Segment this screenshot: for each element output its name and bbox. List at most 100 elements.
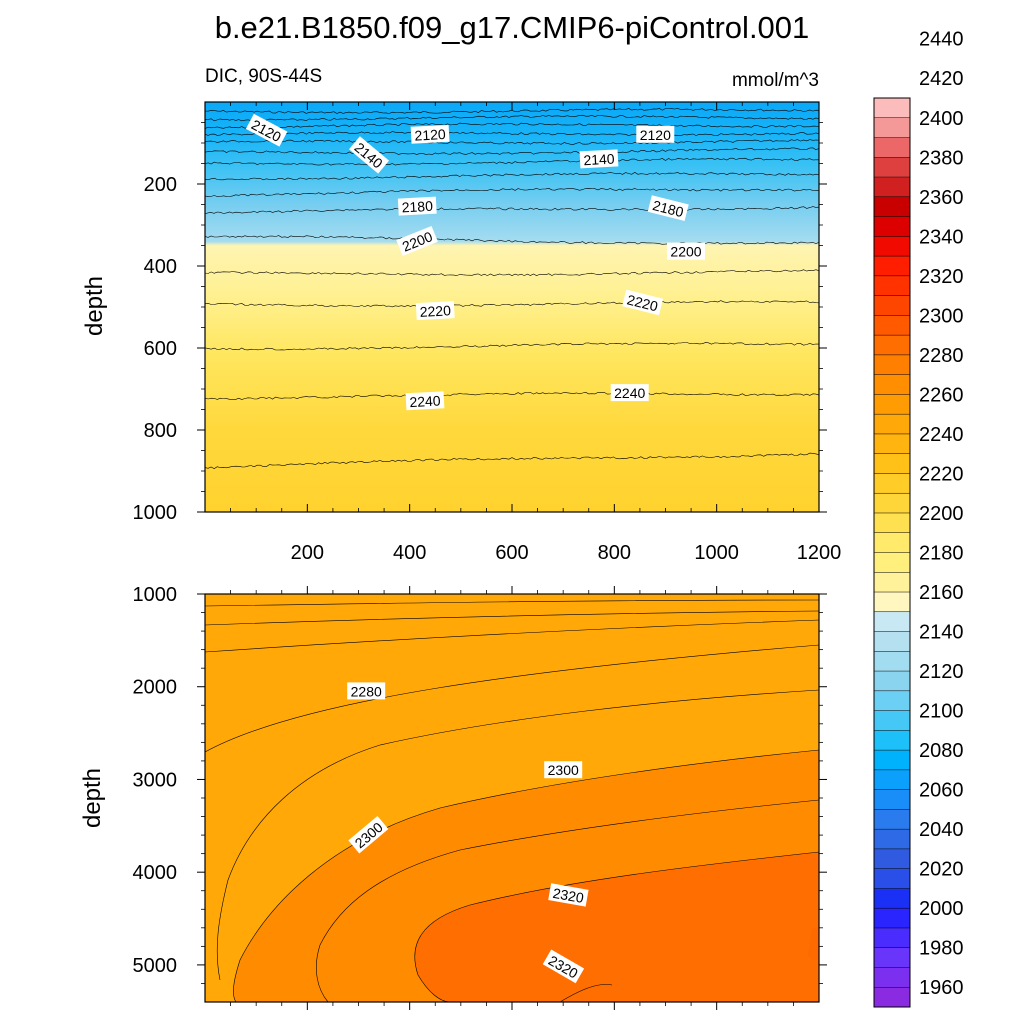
lower-y-tick-label-1000: 1000 bbox=[133, 584, 178, 606]
upper-contour-label-2220: 2220 bbox=[419, 302, 451, 320]
lower-contour-line-1 bbox=[205, 599, 819, 607]
upper-contour-label-group: 2240 bbox=[610, 384, 649, 402]
lower-contour-line-5 bbox=[233, 749, 819, 1002]
colorbar-swatch bbox=[874, 552, 910, 573]
upper-contour-line-2160 bbox=[205, 157, 819, 166]
lower-y-tick-label-3000: 3000 bbox=[133, 769, 178, 791]
upper-contour-label-box bbox=[245, 113, 288, 147]
upper-contour-label-group: 2120 bbox=[636, 125, 675, 143]
colorbar-swatch bbox=[874, 888, 910, 909]
lower-contour-line-9 bbox=[559, 984, 613, 1002]
colorbar-label-2060: 2060 bbox=[919, 780, 964, 802]
upper-contour-line-2150 bbox=[205, 147, 819, 155]
upper-x-tick-label-400: 400 bbox=[393, 542, 426, 564]
lower-y-tick-label-4000: 4000 bbox=[133, 862, 178, 884]
colorbar-swatch bbox=[874, 512, 910, 534]
upper-contour-label-box bbox=[636, 125, 675, 143]
colorbar-label-2300: 2300 bbox=[919, 305, 964, 327]
upper-contour-lines bbox=[205, 108, 819, 469]
upper-contour-line-2230 bbox=[205, 342, 819, 351]
upper-contour-label-box bbox=[610, 384, 649, 402]
colorbar-swatch bbox=[874, 710, 910, 731]
upper-subtitle-right: mmol/m^3 bbox=[732, 70, 819, 91]
colorbar-label-2240: 2240 bbox=[919, 424, 964, 446]
lower-contour-label-group: 2280 bbox=[347, 682, 386, 700]
lower-contour-line-2 bbox=[205, 610, 819, 626]
colorbar-label-2320: 2320 bbox=[919, 266, 964, 288]
lower-contour-label-box bbox=[347, 682, 386, 700]
colorbar-swatch bbox=[874, 967, 910, 988]
upper-contour-line-2110 bbox=[205, 114, 819, 122]
lower-region-2320 bbox=[414, 852, 819, 1002]
upper-contour-label-group: 2200 bbox=[667, 242, 705, 260]
upper-contour-line-2180 bbox=[205, 187, 819, 197]
colorbar-label-1980: 1980 bbox=[919, 938, 964, 960]
upper-x-tick-label-200: 200 bbox=[291, 542, 324, 564]
upper-x-tick-label-600: 600 bbox=[495, 542, 528, 564]
upper-contour-label-group: 2180 bbox=[647, 195, 689, 221]
upper-contour-label-2120: 2120 bbox=[414, 126, 446, 144]
colorbar-label-2120: 2120 bbox=[919, 661, 964, 683]
colorbar-label-2040: 2040 bbox=[919, 819, 964, 841]
upper-contour-label-box bbox=[622, 289, 664, 316]
upper-contour-line-2220 bbox=[205, 300, 819, 308]
lower-contour-label-box bbox=[348, 815, 389, 854]
upper-contour-line-2240 bbox=[205, 391, 819, 400]
colorbar-label-1960: 1960 bbox=[919, 977, 964, 999]
colorbar-swatch bbox=[874, 651, 910, 672]
upper-subtitle-left: DIC, 90S-44S bbox=[205, 66, 322, 87]
colorbar-swatch bbox=[874, 315, 910, 336]
lower-contour-label-box bbox=[542, 949, 585, 984]
upper-y-tick-label-400: 400 bbox=[144, 256, 177, 278]
figure-title: b.e21.B1850.f09_g17.CMIP6-piControl.001 bbox=[215, 10, 810, 45]
colorbar-label-2100: 2100 bbox=[919, 701, 964, 723]
colorbar-label-2000: 2000 bbox=[919, 898, 964, 920]
colorbar-label-2280: 2280 bbox=[919, 345, 964, 367]
upper-axis-ticks: 200 400 600 800 1000 1200 200 400 600 800 1000 bbox=[133, 102, 841, 564]
colorbar-swatch bbox=[874, 750, 910, 771]
colorbar-swatch bbox=[874, 295, 910, 316]
lower-contour-label-2280: 2280 bbox=[351, 683, 382, 699]
colorbar-swatch bbox=[874, 829, 910, 850]
colorbar-swatch bbox=[874, 236, 910, 257]
upper-contour-label-box bbox=[410, 124, 450, 144]
upper-contour-label-2180: 2180 bbox=[651, 197, 685, 220]
colorbar-swatch bbox=[874, 473, 910, 494]
lower-contour-line-6 bbox=[216, 689, 819, 981]
colorbar-label-2080: 2080 bbox=[919, 740, 964, 762]
upper-contour-label-group: 2120 bbox=[410, 124, 450, 144]
upper-contour-line-2250 bbox=[205, 452, 819, 469]
colorbar-swatch bbox=[874, 927, 910, 949]
colorbar-swatch bbox=[874, 848, 910, 869]
colorbar-label-2180: 2180 bbox=[919, 543, 964, 565]
upper-contour-label-box bbox=[396, 225, 438, 256]
lower-contour-line-8 bbox=[316, 799, 819, 1002]
lower-y-axis-label: depth bbox=[79, 768, 106, 828]
colorbar-label-2140: 2140 bbox=[919, 622, 964, 644]
upper-plot-area bbox=[205, 102, 819, 512]
colorbar-label-2220: 2220 bbox=[919, 464, 964, 486]
colorbar-swatch bbox=[874, 769, 910, 790]
upper-contour-line-2210 bbox=[205, 269, 819, 277]
colorbar-swatch bbox=[874, 196, 910, 217]
upper-contour-line-2190 bbox=[205, 206, 819, 215]
upper-y-tick-label-600: 600 bbox=[144, 338, 177, 360]
upper-contour-label-2240: 2240 bbox=[614, 385, 645, 401]
lower-contour-label-2300: 2300 bbox=[548, 762, 579, 778]
upper-contour-label-group: 2240 bbox=[405, 391, 445, 411]
upper-contour-label-2180: 2180 bbox=[401, 198, 433, 216]
colorbar-label-2360: 2360 bbox=[919, 187, 964, 209]
colorbar-swatch bbox=[874, 947, 910, 968]
upper-contour-label-box bbox=[405, 391, 445, 411]
colorbar-swatch bbox=[874, 493, 910, 514]
colorbar-swatch bbox=[874, 671, 910, 692]
lower-y-tick-label-2000: 2000 bbox=[133, 677, 178, 699]
colorbar-label-2380: 2380 bbox=[919, 147, 964, 169]
upper-contour-line-2200 bbox=[205, 235, 819, 245]
upper-contour-label-2140: 2140 bbox=[583, 151, 615, 169]
colorbar-swatch bbox=[874, 256, 910, 277]
colorbar-swatch bbox=[874, 98, 910, 119]
colorbar-swatch bbox=[874, 433, 910, 454]
